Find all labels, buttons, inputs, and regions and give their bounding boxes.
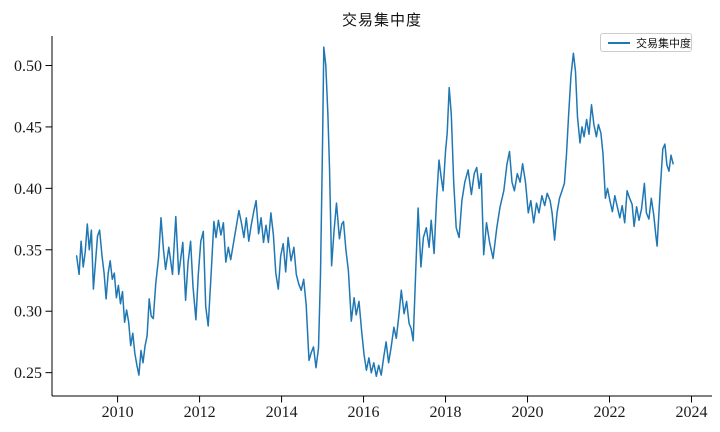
y-axis-tick-label: 0.45 <box>14 119 42 136</box>
y-axis-tick-label: 0.50 <box>14 58 42 75</box>
x-axis-tick-label: 2014 <box>266 404 298 421</box>
x-axis-tick-label: 2022 <box>594 404 626 421</box>
x-axis-tick-label: 2024 <box>676 404 708 421</box>
chart-title: 交易集中度 <box>341 13 422 29</box>
y-axis-tick-label: 0.30 <box>14 304 42 321</box>
x-axis-tick-label: 2020 <box>512 404 544 421</box>
x-axis-tick-label: 2012 <box>184 404 216 421</box>
x-axis-tick-label: 2018 <box>430 404 462 421</box>
series-line <box>75 46 674 378</box>
legend-line-swatch <box>608 41 630 44</box>
legend: 交易集中度 <box>600 33 692 52</box>
y-axis-tick-label: 0.35 <box>14 242 42 259</box>
x-axis-tick-label: 2016 <box>348 404 380 421</box>
y-axis-tick-label: 0.40 <box>14 181 42 198</box>
y-axis-tick-label: 0.25 <box>14 365 42 382</box>
x-axis-tick-label: 2010 <box>102 404 134 421</box>
legend-label: 交易集中度 <box>636 37 691 50</box>
